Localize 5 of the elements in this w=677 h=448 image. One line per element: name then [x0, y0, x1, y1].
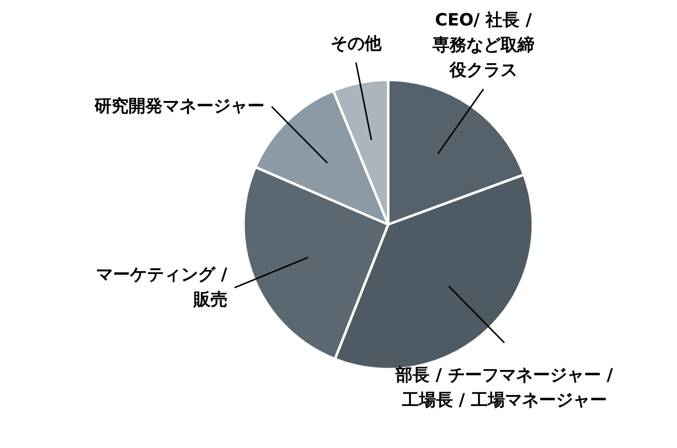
slice-label: CEO/ 社長 / 専務など取締役クラス	[431, 10, 534, 80]
slice-label: その他	[330, 34, 382, 54]
slice-label: 部長 / チーフマネージャー / 工場長 / 工場マネージャー	[394, 366, 614, 411]
slice-label: マーケティング / 販売	[96, 265, 228, 310]
slice-label: 研究開発マネージャー	[93, 96, 264, 117]
